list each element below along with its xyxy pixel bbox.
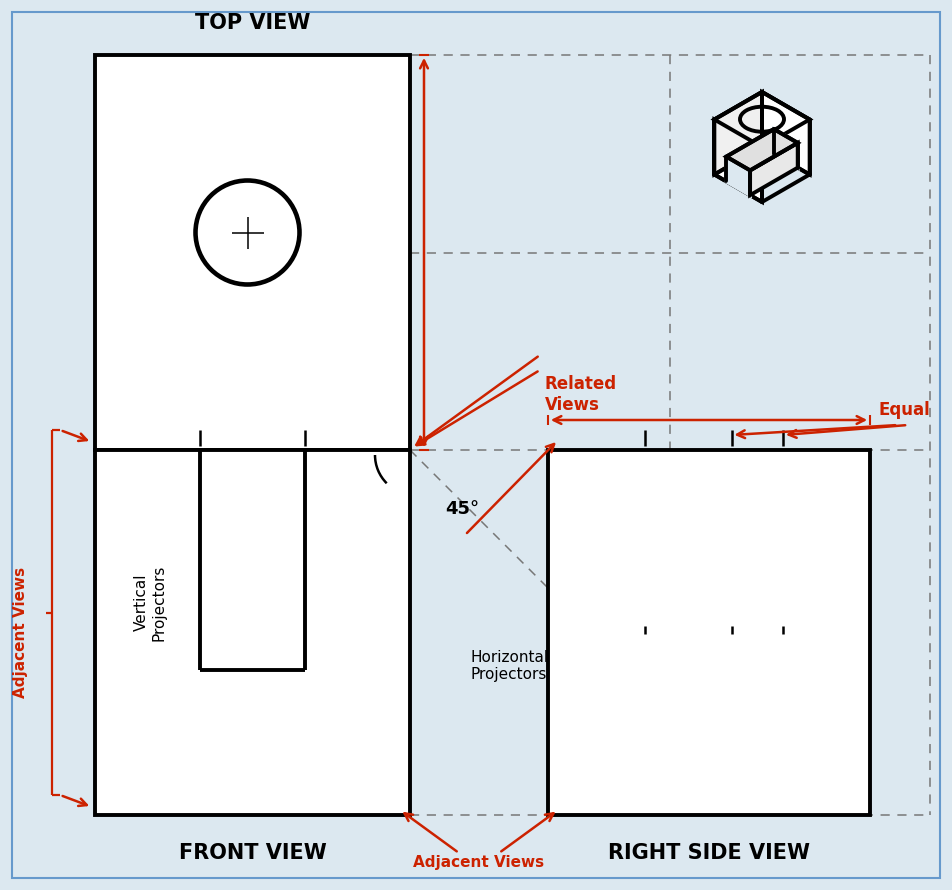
Text: Adjacent Views: Adjacent Views: [12, 567, 28, 698]
Polygon shape: [750, 143, 798, 195]
Polygon shape: [548, 450, 870, 815]
Polygon shape: [714, 119, 762, 202]
Polygon shape: [95, 450, 410, 815]
Polygon shape: [774, 129, 798, 167]
Polygon shape: [95, 55, 410, 450]
Text: Adjacent Views: Adjacent Views: [413, 855, 545, 870]
Text: Related
Views: Related Views: [545, 375, 617, 414]
Polygon shape: [714, 92, 762, 174]
Text: TOP VIEW: TOP VIEW: [195, 13, 310, 33]
Text: 45°: 45°: [445, 500, 479, 518]
Text: FRONT VIEW: FRONT VIEW: [179, 843, 327, 863]
Polygon shape: [762, 92, 809, 174]
Text: RIGHT SIDE VIEW: RIGHT SIDE VIEW: [608, 843, 810, 863]
Polygon shape: [726, 157, 750, 195]
Text: Horizontal
Projectors: Horizontal Projectors: [470, 650, 548, 683]
Polygon shape: [726, 129, 798, 170]
Text: Equal: Equal: [878, 401, 930, 419]
Polygon shape: [714, 92, 809, 147]
Text: Vertical
Projectors: Vertical Projectors: [134, 564, 167, 641]
